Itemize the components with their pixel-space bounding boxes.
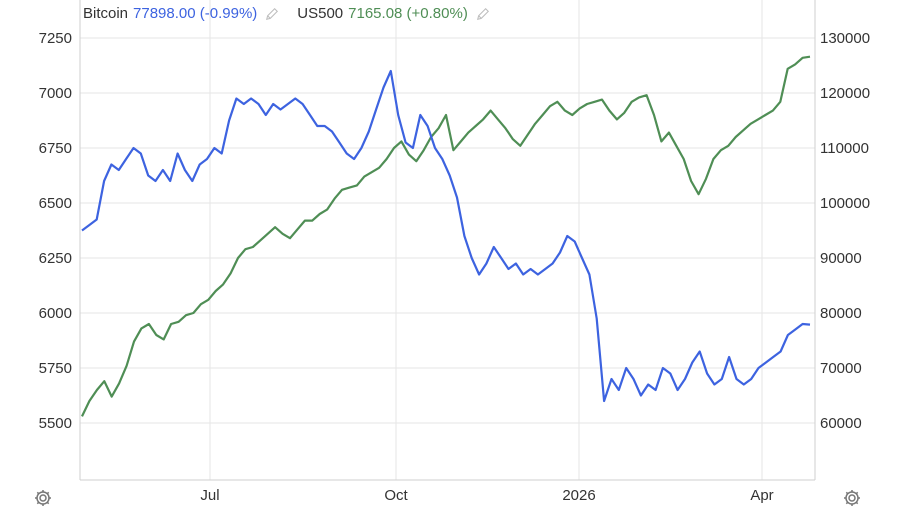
pencil-icon[interactable]	[265, 7, 279, 21]
legend-us500-name: US500	[297, 5, 344, 22]
y-left-tick-label: 7000	[39, 85, 72, 102]
x-tick-label: 2026	[562, 487, 595, 504]
y-right-tick-label: 80000	[820, 305, 862, 322]
y-right-tick-label: 130000	[820, 30, 870, 47]
y-right-tick-label: 120000	[820, 85, 870, 102]
legend-bitcoin-name: Bitcoin	[83, 5, 129, 22]
x-tick-label: Oct	[384, 487, 408, 504]
y-right-tick-label: 90000	[820, 250, 862, 267]
y-left-tick-label: 6750	[39, 140, 72, 157]
x-tick-label: Jul	[200, 487, 219, 504]
y-right-tick-label: 70000	[820, 360, 862, 377]
legend-us500-value: 7165.08 (+0.80%)	[348, 5, 468, 22]
gear-icon[interactable]	[33, 488, 53, 508]
legend: Bitcoin 77898.00 (-0.99%) US500 7165.08 …	[83, 5, 508, 22]
pencil-icon[interactable]	[476, 7, 490, 21]
y-right-tick-label: 60000	[820, 415, 862, 432]
x-tick-label: Apr	[750, 487, 773, 504]
y-left-tick-label: 5500	[39, 415, 72, 432]
y-left-tick-label: 6250	[39, 250, 72, 267]
y-left-tick-label: 7250	[39, 30, 72, 47]
us500-series-line	[81, 55, 811, 417]
gear-icon[interactable]	[842, 488, 862, 508]
y-left-tick-label: 6500	[39, 195, 72, 212]
legend-bitcoin-value: 77898.00 (-0.99%)	[133, 5, 258, 22]
y-left-tick-label: 6000	[39, 305, 72, 322]
y-right-tick-label: 100000	[820, 195, 870, 212]
y-left-tick-label: 5750	[39, 360, 72, 377]
y-right-tick-label: 110000	[820, 140, 869, 157]
bitcoin-series-line	[81, 69, 811, 403]
